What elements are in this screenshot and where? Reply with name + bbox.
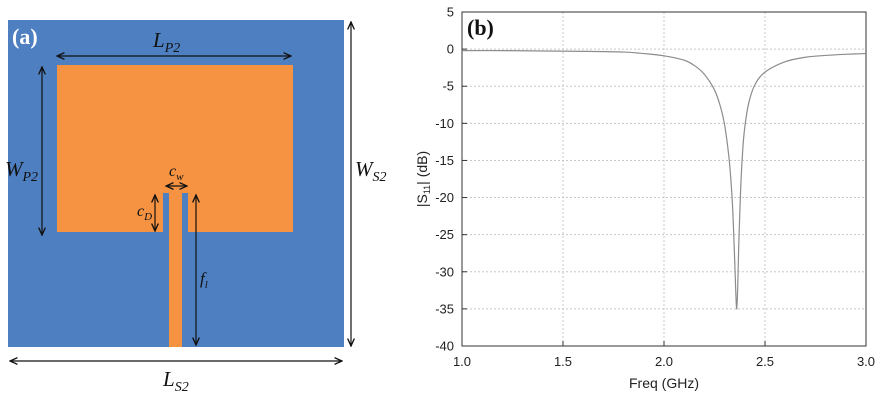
y-tick-label: -30: [435, 264, 454, 279]
chart-grid: [462, 12, 866, 346]
chart-tick-labels: 1.0 1.5 2.0 2.5 3.0 5 0 -5 -10 -15 -20 -25 -30 -35 -40: [435, 5, 875, 370]
slot-depth-label: cD: [137, 203, 152, 223]
y-tick-label: -25: [435, 227, 454, 242]
panel-a-antenna-diagram: (a) LP2 WP2 WS2 LS2 cw cD fl: [5, 20, 387, 395]
x-tick-label: 2.0: [655, 354, 673, 369]
substrate-length-label: LS2: [162, 367, 189, 395]
slot-width-label: cw: [169, 163, 184, 183]
y-tick-label: -40: [435, 339, 454, 354]
feed-line: [169, 193, 182, 347]
y-tick-label: -35: [435, 301, 454, 316]
inset-slot-right: [182, 193, 188, 232]
patch-length-label: LP2: [152, 28, 180, 56]
patch-width-label: WP2: [5, 157, 38, 185]
x-tick-label: 1.5: [554, 354, 572, 369]
inset-slot-left: [163, 193, 169, 232]
y-tick-label: -10: [435, 116, 454, 131]
panel-b-s11-chart: 1.0 1.5 2.0 2.5 3.0 5 0 -5 -10 -15 -20 -25 -30 -35 -40…: [414, 5, 875, 392]
x-axis-label: Freq (GHz): [629, 375, 699, 391]
chart-ticks: [461, 11, 867, 347]
y-tick-label: -20: [435, 190, 454, 205]
x-tick-label: 2.5: [756, 354, 774, 369]
y-tick-label: -15: [435, 153, 454, 168]
panel-a-label: (a): [12, 24, 38, 49]
x-tick-label: 1.0: [453, 354, 471, 369]
x-tick-label: 3.0: [857, 354, 875, 369]
y-tick-label: 5: [447, 5, 454, 20]
y-tick-label: -5: [442, 79, 454, 94]
plot-frame: [461, 11, 867, 347]
y-axis-label: |S11| (dB): [414, 151, 432, 207]
feed-length-label: fl: [200, 269, 208, 291]
s11-series-line: [461, 49, 867, 310]
substrate-width-label: WS2: [355, 157, 387, 185]
y-tick-label: 0: [447, 42, 454, 57]
panel-b-label: (b): [467, 15, 494, 40]
